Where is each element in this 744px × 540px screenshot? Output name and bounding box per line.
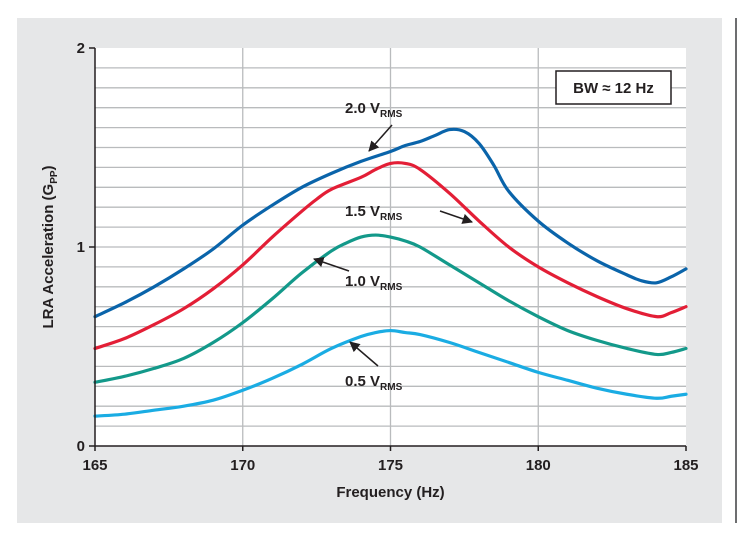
series-label: 1.5 VRMS <box>345 203 403 223</box>
series-label-main: 1.0 V <box>345 273 380 290</box>
y-tick-label: 1 <box>77 239 85 256</box>
x-tick-label: 175 <box>378 457 403 474</box>
series-label-subscript: RMS <box>380 212 403 223</box>
y-tick-label: 2 <box>77 40 85 57</box>
y-axis-title-main: LRA Acceleration (G <box>40 184 57 329</box>
series-label-subscript: RMS <box>380 109 403 120</box>
series-label-arrow <box>349 341 379 367</box>
series-line-05v-rms <box>93 328 688 418</box>
x-tick-label: 165 <box>82 457 107 474</box>
y-axis-title-subscript: PP <box>49 170 60 184</box>
series-line-15v-rms <box>93 161 688 351</box>
series-label: 1.0 VRMS <box>345 273 403 293</box>
series-label-arrow <box>368 124 393 152</box>
y-axis-title: LRA Acceleration (GPP) <box>40 165 60 328</box>
page-edge-rule <box>735 18 737 523</box>
series-label-arrow <box>439 210 473 224</box>
x-tick-label: 180 <box>526 457 551 474</box>
x-tick-label: 185 <box>673 457 698 474</box>
series-label-main: 1.5 V <box>345 203 380 220</box>
axes: 165 170 175 180 185 0 1 2 Frequency (Hz) LRA Acce… <box>40 40 699 501</box>
series-label-main: 0.5 V <box>345 373 380 390</box>
series-label-subscript: RMS <box>380 282 403 293</box>
y-axis-title-close: ) <box>40 165 57 170</box>
series-label-main: 2.0 V <box>345 100 380 117</box>
series-line-20v-rms <box>93 127 688 319</box>
bandwidth-label: BW ≈ 12 Hz <box>573 80 654 97</box>
y-tick-label: 0 <box>77 438 85 455</box>
series-label: 0.5 VRMS <box>345 373 403 393</box>
series-lines <box>93 127 688 418</box>
series-label-subscript: RMS <box>380 382 403 393</box>
series-label: 2.0 VRMS <box>345 100 403 120</box>
x-tick-label: 170 <box>230 457 255 474</box>
series-line-10v-rms <box>93 233 688 384</box>
series-label-arrow <box>313 257 350 272</box>
x-axis-title: Frequency (Hz) <box>336 484 444 501</box>
bandwidth-box <box>555 70 672 105</box>
